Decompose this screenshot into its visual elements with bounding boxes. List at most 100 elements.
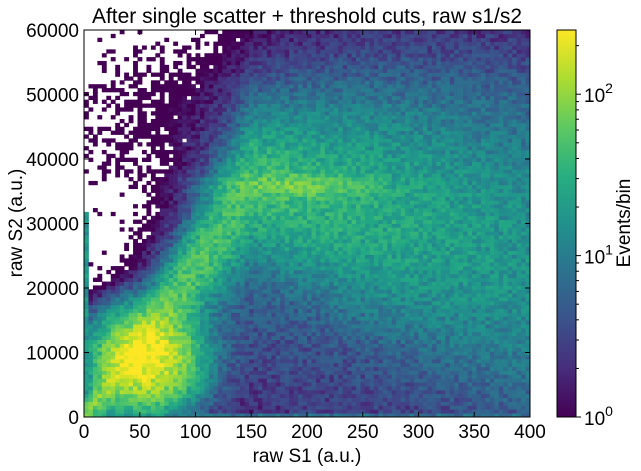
heatmap-cell (199, 99, 205, 104)
heatmap-cell (128, 308, 134, 313)
heatmap-cell (280, 351, 286, 356)
heatmap-cell (266, 204, 272, 209)
heatmap-cell (186, 351, 192, 356)
heatmap-cell (333, 366, 339, 371)
heatmap-cell (257, 351, 263, 356)
heatmap-cell (235, 223, 241, 228)
heatmap-cell (257, 277, 263, 282)
heatmap-cell (182, 327, 187, 333)
heatmap-cell (84, 320, 89, 325)
heatmap-cell (137, 324, 143, 329)
heatmap-cell (213, 126, 219, 132)
heatmap-cell (231, 312, 237, 317)
heatmap-cell (177, 374, 183, 379)
heatmap-cell (280, 45, 286, 50)
heatmap-cell (302, 308, 308, 313)
heatmap-cell (222, 386, 228, 391)
heatmap-cell (293, 180, 299, 186)
heatmap-cell (289, 246, 295, 251)
heatmap-cell (106, 49, 112, 54)
heatmap-cell (222, 297, 228, 302)
heatmap-cell (217, 103, 223, 108)
heatmap-cell (119, 88, 125, 93)
heatmap-cell (106, 297, 112, 302)
heatmap-cell (315, 227, 321, 232)
heatmap-cell (177, 169, 183, 174)
heatmap-cell (231, 219, 237, 224)
heatmap-cell (199, 219, 205, 224)
heatmap-cell (173, 370, 179, 375)
heatmap-cell (191, 335, 196, 340)
heatmap-cell (222, 401, 228, 406)
heatmap-cell (324, 146, 330, 151)
heatmap-cell (329, 258, 335, 263)
heatmap-cell (217, 95, 223, 101)
heatmap-cell (124, 289, 129, 294)
heatmap-cell (302, 169, 308, 174)
heatmap-cell (293, 169, 299, 174)
heatmap-cell (173, 258, 179, 263)
heatmap-cell (226, 351, 232, 356)
heatmap-cell (302, 165, 308, 170)
heatmap-cell (240, 409, 245, 414)
heatmap-cell (128, 382, 134, 387)
heatmap-cell (137, 389, 143, 395)
heatmap-cell (329, 196, 335, 201)
heatmap-cell (289, 389, 295, 395)
heatmap-cell (186, 64, 192, 70)
heatmap-cell (168, 235, 174, 240)
heatmap-cell (199, 122, 205, 128)
heatmap-cell (271, 347, 277, 352)
heatmap-cell (271, 88, 277, 93)
heatmap-cell (208, 413, 214, 417)
heatmap-cell (226, 99, 232, 104)
heatmap-cell (177, 188, 183, 193)
heatmap-cell (298, 351, 303, 356)
heatmap-cell (186, 327, 192, 333)
heatmap-cell (204, 238, 210, 244)
heatmap-cell (119, 273, 125, 279)
heatmap-cell (280, 269, 286, 275)
heatmap-cell (240, 215, 245, 221)
heatmap-cell (222, 223, 228, 228)
heatmap-cell (133, 84, 138, 89)
heatmap-cell (115, 157, 121, 162)
heatmap-cell (235, 254, 241, 259)
heatmap-cell (159, 180, 165, 186)
heatmap-cell (182, 146, 187, 151)
heatmap-cell (182, 126, 187, 132)
heatmap-cell (222, 53, 228, 58)
heatmap-cell (177, 115, 183, 120)
heatmap-cell (164, 393, 170, 399)
heatmap-cell (186, 196, 192, 201)
heatmap-cell (320, 161, 326, 166)
heatmap-cell (333, 126, 339, 132)
heatmap-cell (164, 397, 170, 402)
heatmap-cell (182, 397, 187, 402)
heatmap-cell (204, 200, 210, 205)
heatmap-cell (275, 211, 281, 217)
heatmap-cell (217, 327, 223, 333)
heatmap-cell (222, 347, 228, 352)
heatmap-cell (204, 266, 210, 271)
heatmap-cell (124, 378, 129, 383)
heatmap-cell (204, 347, 210, 352)
heatmap-cell (168, 401, 174, 406)
heatmap-cell (226, 320, 232, 325)
heatmap-cell (88, 331, 94, 337)
heatmap-cell (199, 157, 205, 162)
heatmap-cell (164, 242, 170, 248)
heatmap-cell (213, 107, 219, 112)
heatmap-cell (115, 370, 121, 375)
heatmap-cell (226, 227, 232, 232)
heatmap-cell (173, 339, 179, 344)
heatmap-cell (191, 242, 196, 248)
heatmap-cell (128, 99, 134, 104)
heatmap-cell (173, 374, 179, 379)
heatmap-cell (137, 165, 143, 170)
heatmap-cell (208, 378, 214, 383)
heatmap-cell (124, 355, 129, 360)
heatmap-cell (195, 45, 201, 50)
heatmap-cell (298, 235, 303, 240)
heatmap-cell (289, 382, 295, 387)
